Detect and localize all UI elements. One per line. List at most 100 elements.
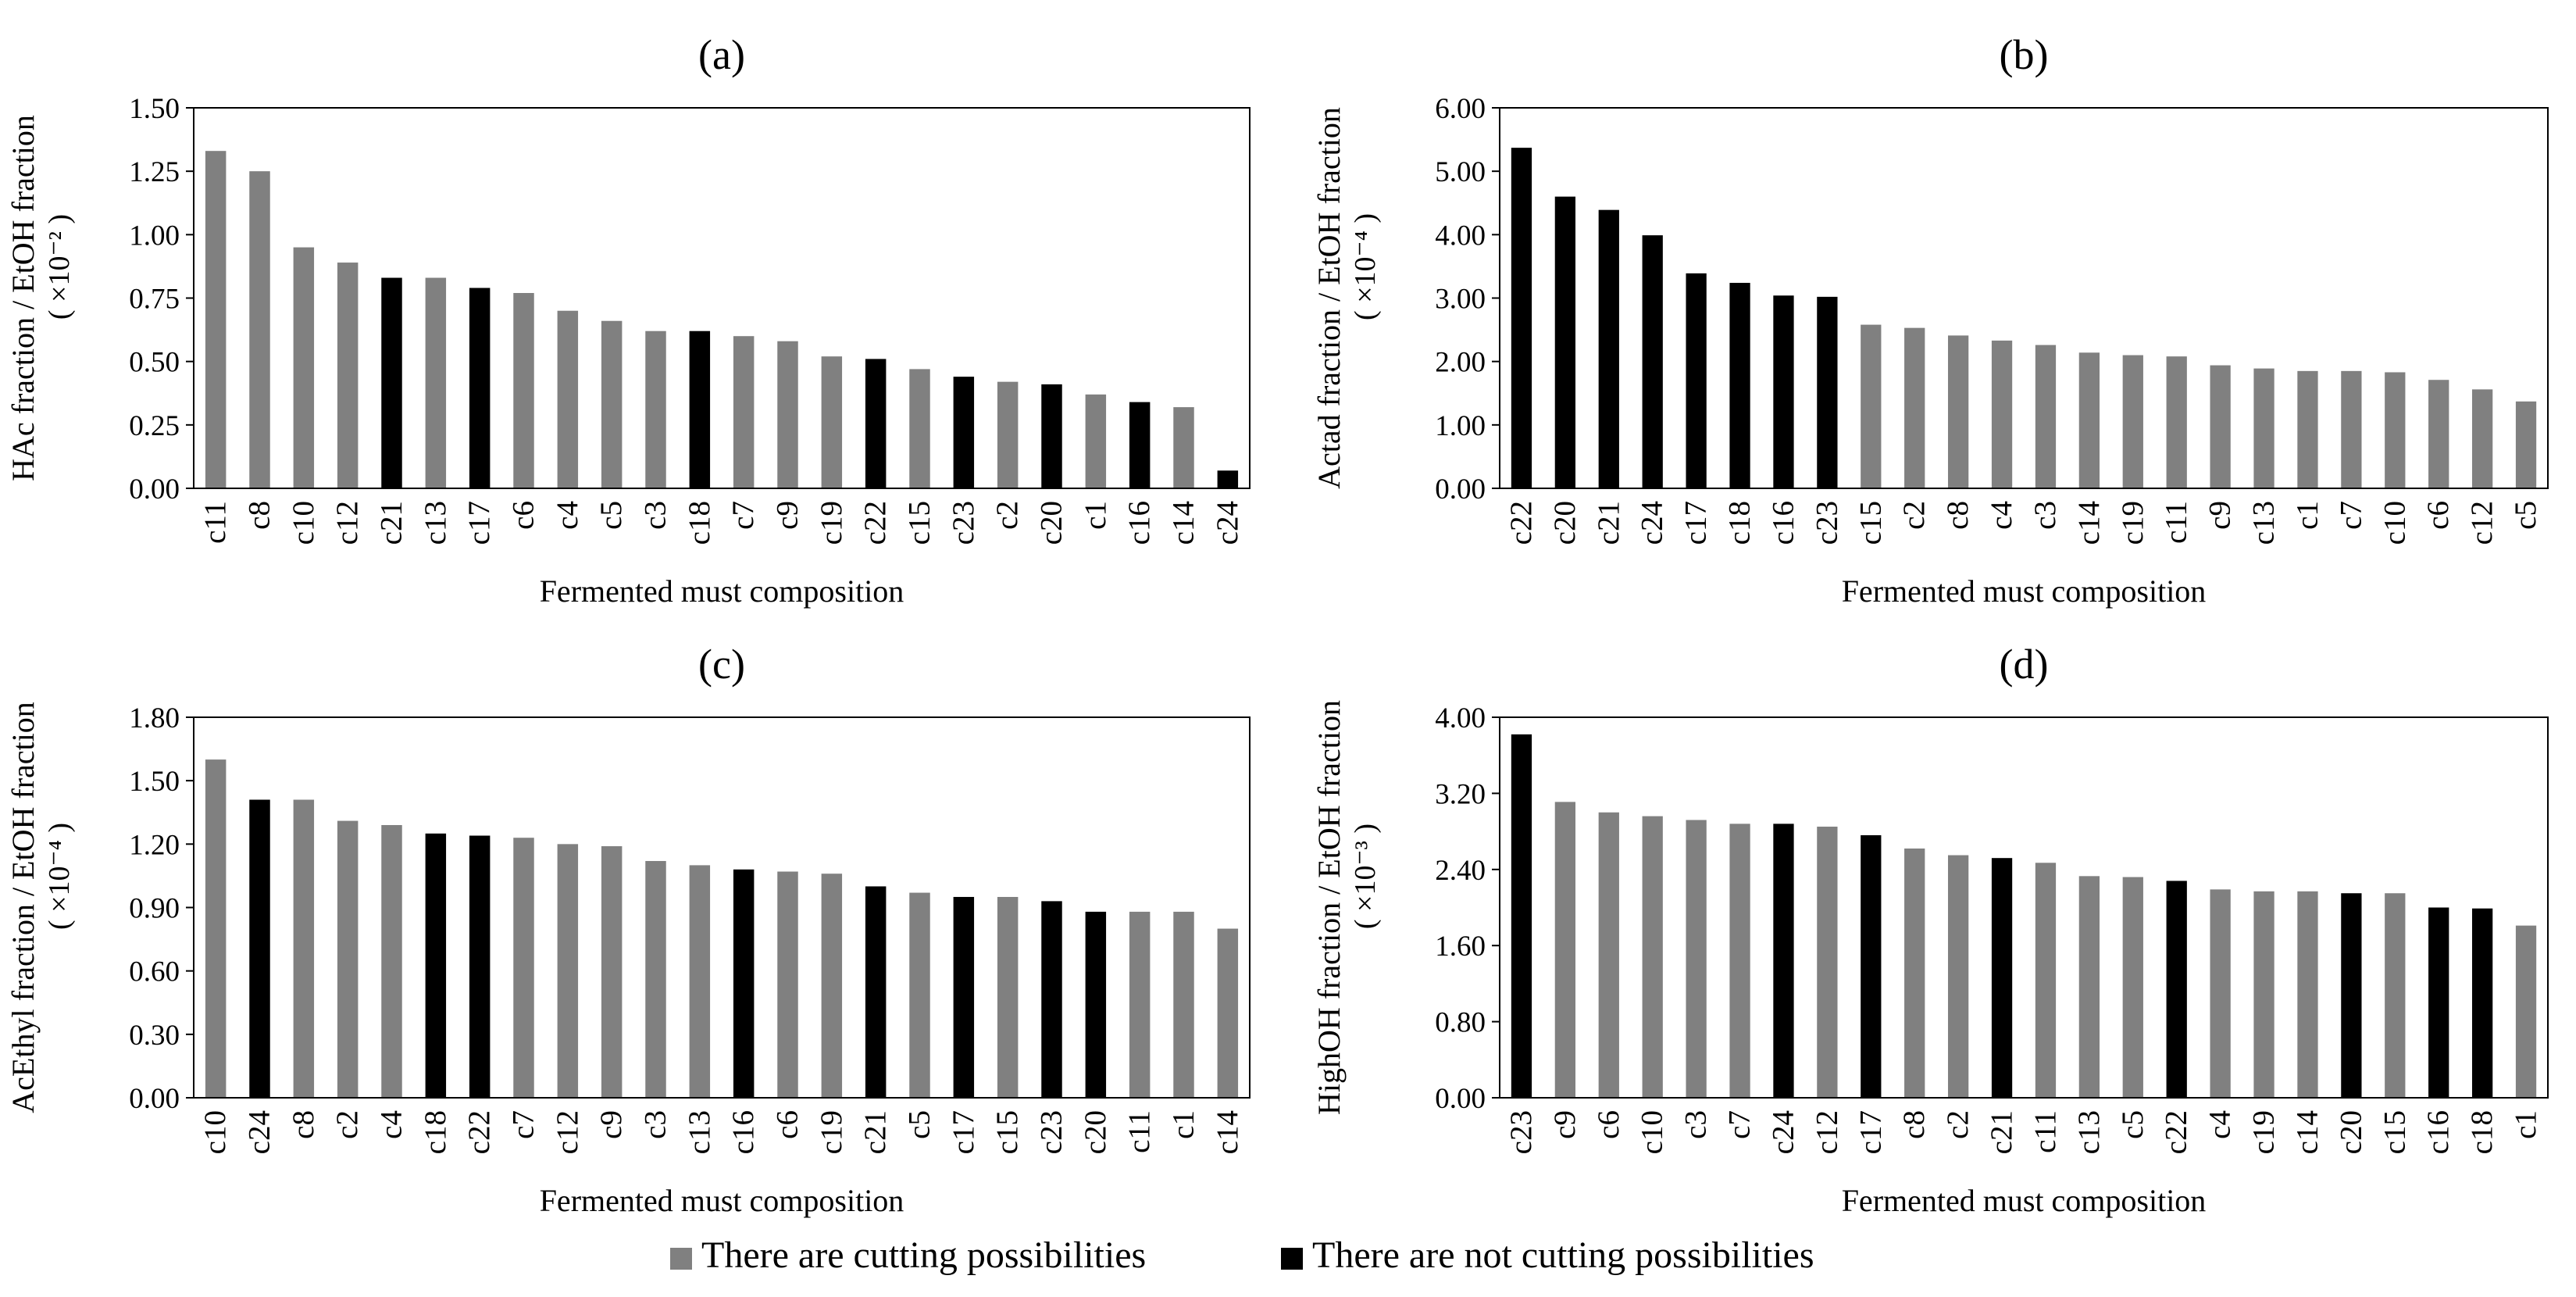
- chart-c-y-tick-label: 0.30: [129, 1020, 180, 1052]
- chart-d-x-tick-label: c6: [1592, 1110, 1625, 1139]
- chart-a-bar: [1173, 407, 1194, 488]
- chart-d-x-tick-label: c20: [2334, 1110, 2367, 1154]
- chart-a-x-tick-label: c1: [1079, 501, 1112, 530]
- chart-a-axes-frame: [193, 107, 1251, 489]
- chart-b-bar: [2210, 365, 2231, 488]
- chart-b-x-tick-label: c2: [1897, 501, 1931, 530]
- chart-b-bar: [1861, 324, 1882, 488]
- chart-a-x-tick-label: c3: [639, 501, 673, 530]
- chart-b-x-tick-label: c9: [2203, 501, 2237, 530]
- chart-c-x-tick-label: c4: [375, 1110, 409, 1139]
- chart-b-bar: [1904, 327, 1925, 488]
- chart-c-bar: [1173, 911, 1194, 1098]
- chart-d-y-tick-label: 0.80: [1435, 1007, 1486, 1039]
- chart-d-x-tick-label: c15: [2378, 1110, 2411, 1154]
- chart-c-x-tick-label: c23: [1035, 1110, 1069, 1154]
- chart-c-bar: [513, 838, 534, 1098]
- chart-a-y-tick-label: 1.50: [129, 93, 180, 125]
- chart-a-bar: [909, 369, 930, 488]
- chart-c-title: (c): [698, 641, 745, 688]
- chart-b-x-tick-label: c18: [1723, 501, 1757, 545]
- chart-a-x-tick-label: c15: [903, 501, 937, 545]
- chart-c-bar: [733, 869, 755, 1098]
- chart-a-x-tick-label: c12: [330, 501, 364, 545]
- chart-b-x-tick-label: c22: [1504, 501, 1538, 545]
- chart-c-x-tick-label: c15: [990, 1110, 1024, 1154]
- chart-c-x-tick-label: c18: [419, 1110, 452, 1154]
- chart-panel-b: (b) 0.00 1.00 2.00 3.00 4.00 5.00 6.00 c22 c20 c21…: [1311, 31, 2549, 609]
- chart-a-y-tick-label: 0.50: [129, 347, 180, 379]
- chart-d-bar: [2428, 907, 2449, 1098]
- chart-d-bar: [1686, 820, 1707, 1098]
- chart-a-bar: [1085, 394, 1107, 488]
- chart-d-y-axis-title: HighOH fraction / EtOH fraction: [1311, 700, 1347, 1115]
- chart-d-bar: [1642, 816, 1663, 1098]
- chart-a-x-tick-label: c10: [287, 501, 320, 545]
- chart-d-bar: [2297, 891, 2318, 1098]
- chart-d-bar: [1991, 858, 2013, 1098]
- chart-panel-d: (d) 0.00 0.80 1.60 2.40 3.20 4.00 c23 c9 c6 c10 c3 c…: [1311, 641, 2549, 1218]
- chart-a-bar: [205, 151, 227, 488]
- chart-a-bar: [513, 293, 534, 488]
- chart-a-x-tick-label: c11: [198, 501, 232, 544]
- chart-c-bar: [909, 892, 930, 1098]
- chart-c-bar: [337, 820, 359, 1098]
- chart-d-bar: [1511, 734, 1532, 1098]
- chart-a-x-tick-label: c16: [1122, 501, 1156, 545]
- chart-c-bar: [689, 865, 711, 1098]
- chart-c-bar: [601, 846, 623, 1098]
- chart-a-y-tick-label: 1.00: [129, 220, 180, 252]
- chart-d-bar: [1598, 812, 1619, 1098]
- chart-b-x-tick-label: c23: [1810, 501, 1843, 545]
- chart-a-bar: [1041, 384, 1062, 488]
- chart-b-bar: [1729, 283, 1750, 488]
- legend-swatch-cut: [670, 1248, 692, 1270]
- chart-a-x-tick-label: c7: [726, 501, 760, 530]
- chart-d-title: (d): [2000, 641, 2049, 688]
- chart-a-x-tick-label: c9: [771, 501, 805, 530]
- chart-c-bar: [821, 874, 843, 1098]
- chart-c-x-tick-label: c11: [1122, 1110, 1156, 1153]
- chart-b-y-tick-label: 0.00: [1435, 473, 1486, 506]
- chart-b-x-tick-label: c12: [2465, 501, 2499, 545]
- chart-a-bar: [1217, 470, 1239, 488]
- chart-a-bar: [689, 331, 711, 488]
- chart-a-y-tick-label: 0.25: [129, 410, 180, 442]
- chart-b-x-tick-label: c16: [1766, 501, 1800, 545]
- chart-b-x-tick-label: c6: [2421, 501, 2455, 530]
- chart-c-x-tick-label: c13: [683, 1110, 716, 1154]
- chart-b-bar: [1947, 335, 1969, 488]
- chart-d-x-tick-label: c24: [1766, 1110, 1800, 1154]
- chart-b-y-tick-label: 4.00: [1435, 220, 1486, 252]
- chart-c-bar: [381, 824, 402, 1098]
- chart-d-bar: [2166, 881, 2187, 1098]
- chart-c-x-tick-label: c10: [198, 1110, 232, 1154]
- chart-a-x-tick-label: c14: [1167, 501, 1201, 545]
- chart-panels: (a) 0.00 0.25 0.50 0.75 1.00 1.25 1.50 c11 c8 c10 c…: [5, 31, 2549, 1218]
- chart-c-bar: [1129, 911, 1151, 1098]
- chart-a-y-tick-label: 0.00: [129, 473, 180, 506]
- chart-a-bar: [777, 341, 798, 488]
- chart-d-bar: [1947, 855, 1969, 1098]
- chart-a-y-tick-label: 0.75: [129, 284, 180, 316]
- chart-d-y-tick-label: 3.20: [1435, 778, 1486, 810]
- chart-c-x-tick-label: c12: [551, 1110, 584, 1154]
- chart-a-y-axis-scale: ( ×10⁻² ): [43, 214, 76, 320]
- chart-d-x-tick-label: c11: [2028, 1110, 2062, 1153]
- chart-b-bar: [2078, 352, 2100, 488]
- chart-b-bar: [1991, 340, 2013, 488]
- chart-d-x-tick-label: c14: [2290, 1110, 2324, 1154]
- chart-a-bar: [337, 263, 359, 488]
- chart-d-y-tick-label: 4.00: [1435, 702, 1486, 734]
- chart-b-x-tick-label: c19: [2116, 501, 2150, 545]
- chart-c-x-tick-label: c24: [243, 1110, 277, 1154]
- chart-c-y-tick-label: 0.90: [129, 893, 180, 925]
- chart-d-x-tick-label: c19: [2247, 1110, 2281, 1154]
- chart-b-bar: [1554, 196, 1576, 488]
- chart-b-x-tick-label: c1: [2290, 501, 2324, 530]
- chart-c-y-tick-label: 1.20: [129, 829, 180, 861]
- chart-b-bar: [2428, 380, 2449, 488]
- chart-c-axes-frame: [193, 716, 1251, 1099]
- chart-a-bar: [557, 310, 579, 488]
- chart-c-bar: [777, 871, 798, 1098]
